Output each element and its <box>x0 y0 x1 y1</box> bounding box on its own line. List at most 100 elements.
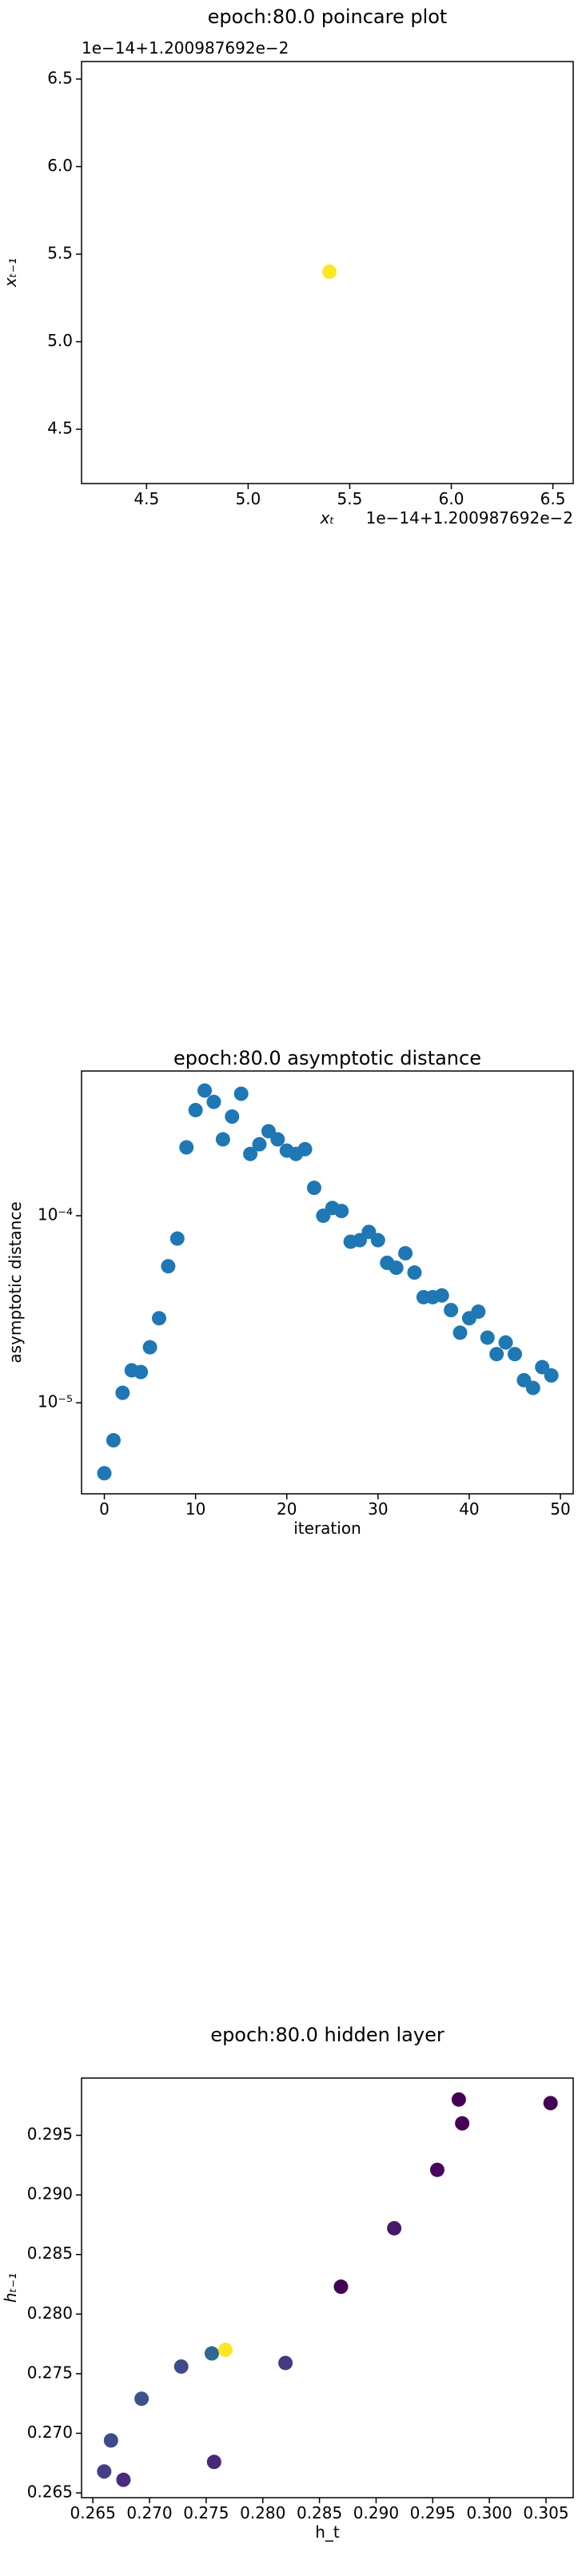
point <box>387 2220 402 2236</box>
point <box>233 1086 249 1101</box>
point <box>322 264 337 279</box>
x-axis-label: iteration <box>293 1519 361 1538</box>
point <box>452 1325 468 1340</box>
x-tick-label: 5.0 <box>235 489 261 508</box>
chart-title: epoch:80.0 hidden layer <box>210 2024 444 2046</box>
point <box>398 1246 413 1261</box>
y-axis-label: hₜ₋₁ <box>1 2273 20 2303</box>
x-tick-label: 40 <box>459 1499 479 1519</box>
x-tick-label: 5.5 <box>337 489 363 508</box>
point <box>480 1330 495 1345</box>
y-tick-label: 6.5 <box>47 68 73 87</box>
point <box>169 1231 185 1246</box>
point <box>252 1137 267 1152</box>
x-tick-label: 0.305 <box>523 2503 568 2522</box>
y-tick-label: 5.0 <box>47 331 73 350</box>
point <box>188 1102 203 1117</box>
y-tick-label: 10⁻⁴ <box>38 1205 73 1224</box>
point <box>106 1433 121 1448</box>
point <box>535 1360 550 1375</box>
point <box>206 2455 221 2470</box>
x-offset-text: 1e−14+1.200987692e−2 <box>366 508 573 528</box>
point <box>134 1364 149 1380</box>
point <box>429 2162 444 2177</box>
point <box>103 2433 118 2448</box>
point <box>361 1224 377 1240</box>
point <box>197 1083 213 1098</box>
point <box>455 2116 470 2131</box>
point <box>451 2092 466 2107</box>
point <box>179 1140 194 1155</box>
point <box>444 1303 459 1318</box>
point <box>434 1288 449 1303</box>
point <box>116 2472 131 2487</box>
point <box>270 1132 285 1147</box>
x-tick-label: 6.5 <box>540 489 566 508</box>
point <box>161 1259 176 1274</box>
y-tick-label: 0.280 <box>27 2303 73 2323</box>
y-tick-label: 0.265 <box>27 2482 73 2502</box>
y-tick-label: 0.275 <box>27 2363 73 2382</box>
point <box>215 1132 230 1147</box>
point <box>498 1335 513 1350</box>
x-tick-label: 0.290 <box>353 2503 399 2522</box>
x-axis-label: h_t <box>315 2522 340 2542</box>
x-tick-label: 0.265 <box>70 2503 116 2522</box>
point <box>297 1141 313 1157</box>
x-tick-label: 0.285 <box>297 2503 342 2522</box>
y-tick-label: 0.295 <box>27 2124 73 2144</box>
point <box>206 1094 221 1109</box>
x-axis-label: xₜ <box>320 508 335 528</box>
point <box>407 1265 422 1280</box>
plot-frame <box>81 2077 574 2498</box>
x-tick-label: 10 <box>185 1499 205 1519</box>
point <box>151 1311 166 1326</box>
x-tick-label: 30 <box>368 1499 388 1519</box>
point <box>173 2359 189 2374</box>
point <box>204 2346 219 2361</box>
point <box>97 1466 112 1481</box>
chart-title: epoch:80.0 asymptotic distance <box>173 1047 481 1069</box>
point <box>370 1232 385 1248</box>
point <box>217 2343 233 2358</box>
x-tick-label: 0.295 <box>410 2503 456 2522</box>
y-tick-label: 6.0 <box>47 156 73 175</box>
x-tick-label: 4.5 <box>134 489 159 508</box>
point <box>278 2355 293 2371</box>
y-axis-label: xₜ₋₁ <box>1 258 20 288</box>
point <box>544 1368 559 1383</box>
x-tick-label: 20 <box>277 1499 297 1519</box>
x-tick-label: 6.0 <box>439 489 464 508</box>
point <box>489 1347 504 1362</box>
point <box>389 1260 404 1276</box>
point <box>471 1304 486 1320</box>
point <box>142 1340 157 1355</box>
y-tick-label: 4.5 <box>47 419 73 438</box>
point <box>306 1181 321 1196</box>
point <box>334 1204 349 1219</box>
point <box>507 1347 522 1362</box>
point <box>353 1232 368 1248</box>
plot-frame <box>81 61 574 484</box>
point <box>243 1146 258 1161</box>
point <box>115 1385 130 1400</box>
point <box>134 2391 149 2407</box>
y-tick-label: 5.5 <box>47 243 73 262</box>
x-tick-label: 50 <box>550 1499 570 1519</box>
y-tick-label: 0.290 <box>27 2184 73 2204</box>
plot-frame <box>81 1070 574 1495</box>
x-tick-label: 0.275 <box>183 2503 229 2522</box>
point <box>525 1380 540 1395</box>
x-tick-label: 0.280 <box>240 2503 285 2522</box>
y-tick-label: 10⁻⁵ <box>38 1392 73 1411</box>
point <box>333 2279 349 2295</box>
y-axis-label: asymptotic distance <box>6 1201 25 1363</box>
point <box>97 2464 112 2479</box>
y-tick-label: 0.270 <box>27 2423 73 2442</box>
x-tick-label: 0 <box>99 1499 110 1519</box>
point <box>225 1109 240 1125</box>
y-tick-label: 0.285 <box>27 2244 73 2263</box>
y-offset-text: 1e−14+1.200987692e−2 <box>82 38 289 58</box>
x-tick-label: 0.300 <box>467 2503 512 2522</box>
